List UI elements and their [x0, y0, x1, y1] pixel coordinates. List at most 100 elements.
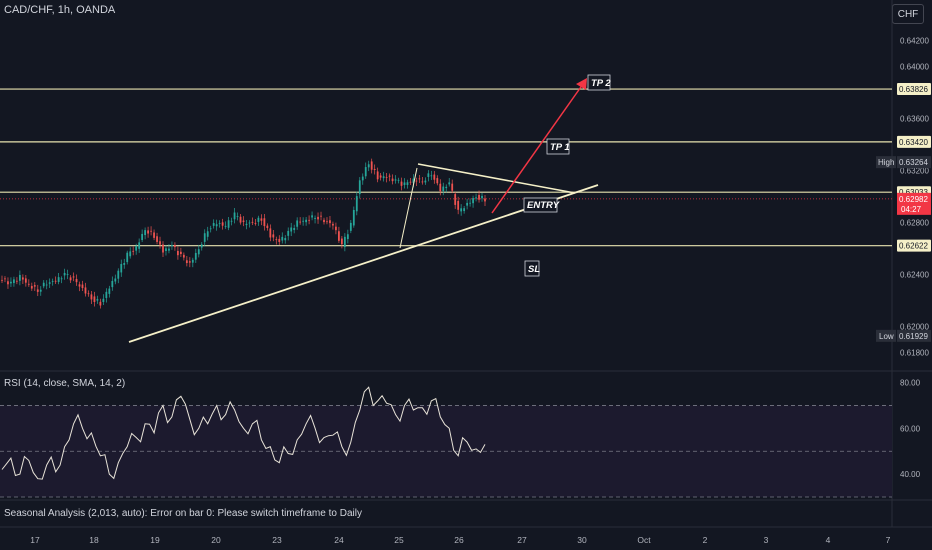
candle-body — [439, 183, 442, 192]
annotation-label: SL — [528, 264, 540, 275]
candle-body — [338, 231, 340, 241]
candle-body — [388, 175, 391, 177]
candle-body — [42, 282, 45, 287]
candle-body — [159, 241, 161, 245]
candle-body — [141, 233, 144, 241]
candle-body — [466, 202, 469, 206]
candle-body — [326, 221, 328, 223]
candle-body — [409, 181, 412, 183]
candle-body — [72, 276, 75, 278]
candle-body — [51, 280, 54, 282]
candle-body — [475, 197, 477, 199]
candle-body — [21, 277, 24, 280]
candle-body — [329, 220, 331, 224]
candle-body — [7, 281, 9, 285]
candle-body — [96, 299, 99, 301]
time-tick-label: 25 — [394, 535, 404, 545]
candle-body — [272, 234, 275, 238]
candle-body — [69, 277, 72, 281]
candle-body — [299, 221, 302, 223]
candle-body — [290, 227, 293, 232]
candle-body — [221, 222, 224, 226]
time-tick-label: 7 — [886, 535, 891, 545]
candle-body — [90, 294, 93, 300]
candle-body — [352, 209, 355, 226]
candle-body — [340, 238, 343, 245]
ascending-trendline — [128, 184, 599, 343]
candle-body — [355, 196, 358, 212]
candle-body — [376, 171, 379, 180]
candle-body — [406, 182, 409, 185]
candle-body — [478, 194, 480, 200]
candle-body — [171, 245, 173, 247]
candle-body — [436, 178, 439, 184]
candle-body — [257, 217, 260, 222]
price-level-label: 0.63033 — [899, 188, 928, 197]
candle-body — [16, 280, 18, 282]
time-tick-label: 27 — [517, 535, 527, 545]
candle-body — [442, 186, 445, 191]
price-level-tag — [897, 83, 931, 96]
candle-body — [18, 274, 21, 281]
candle-body — [367, 164, 370, 168]
candle-body — [177, 250, 179, 256]
candle-body — [156, 236, 158, 242]
candle-body — [218, 223, 221, 224]
candle-body — [269, 228, 272, 238]
candle-body — [66, 274, 69, 275]
candle-body — [320, 215, 322, 217]
candle-body — [233, 212, 236, 220]
time-tick-label: 4 — [826, 535, 831, 545]
time-tick-label: 2 — [703, 535, 708, 545]
high-value-label: 0.63264 — [899, 158, 928, 167]
candle-body — [179, 251, 182, 255]
candle-body — [248, 222, 251, 224]
candle-body — [126, 252, 129, 263]
candle-body — [197, 249, 200, 255]
candle-body — [335, 226, 337, 231]
entry-label-box — [523, 197, 558, 213]
time-tick-label: 26 — [454, 535, 464, 545]
candle-body — [308, 219, 310, 221]
annotation-label: TP 1 — [550, 142, 570, 153]
last-price-box — [897, 192, 931, 215]
time-tick-label: 18 — [89, 535, 99, 545]
candle-body — [27, 283, 30, 285]
candle-body — [349, 222, 352, 231]
candle-body — [45, 284, 48, 286]
time-tick-label: 24 — [334, 535, 344, 545]
candle-body — [463, 208, 466, 212]
rsi-tick-label: 80.00 — [900, 379, 921, 388]
candle-body — [114, 278, 117, 282]
price-tick-label: 0.64200 — [900, 36, 929, 45]
candle-body — [314, 217, 316, 219]
candle-body — [323, 219, 325, 223]
candle-body — [421, 181, 424, 183]
candle-body — [418, 178, 421, 180]
candle-body — [84, 287, 87, 294]
candle-body — [99, 301, 102, 306]
candle-body — [469, 202, 471, 204]
candle-body — [111, 280, 114, 288]
candle-body — [266, 225, 269, 228]
candle-body — [138, 242, 141, 249]
descending-trendline — [417, 163, 576, 194]
candle-body — [394, 179, 397, 181]
candle-body — [415, 180, 418, 182]
candle-body — [24, 278, 27, 283]
candle-body — [460, 208, 463, 212]
candle-body — [13, 279, 15, 284]
candle-body — [373, 168, 376, 170]
candle-body — [239, 216, 242, 223]
time-tick-label: 19 — [150, 535, 160, 545]
candle-body — [242, 220, 245, 222]
rsi-tick-label: 60.00 — [900, 424, 921, 433]
time-tick-label: 23 — [272, 535, 282, 545]
candle-body — [182, 254, 185, 258]
candle-body — [200, 244, 203, 248]
candle-body — [430, 175, 433, 177]
candle-body — [484, 198, 486, 202]
candle-body — [39, 289, 42, 292]
candle-body — [302, 220, 305, 222]
